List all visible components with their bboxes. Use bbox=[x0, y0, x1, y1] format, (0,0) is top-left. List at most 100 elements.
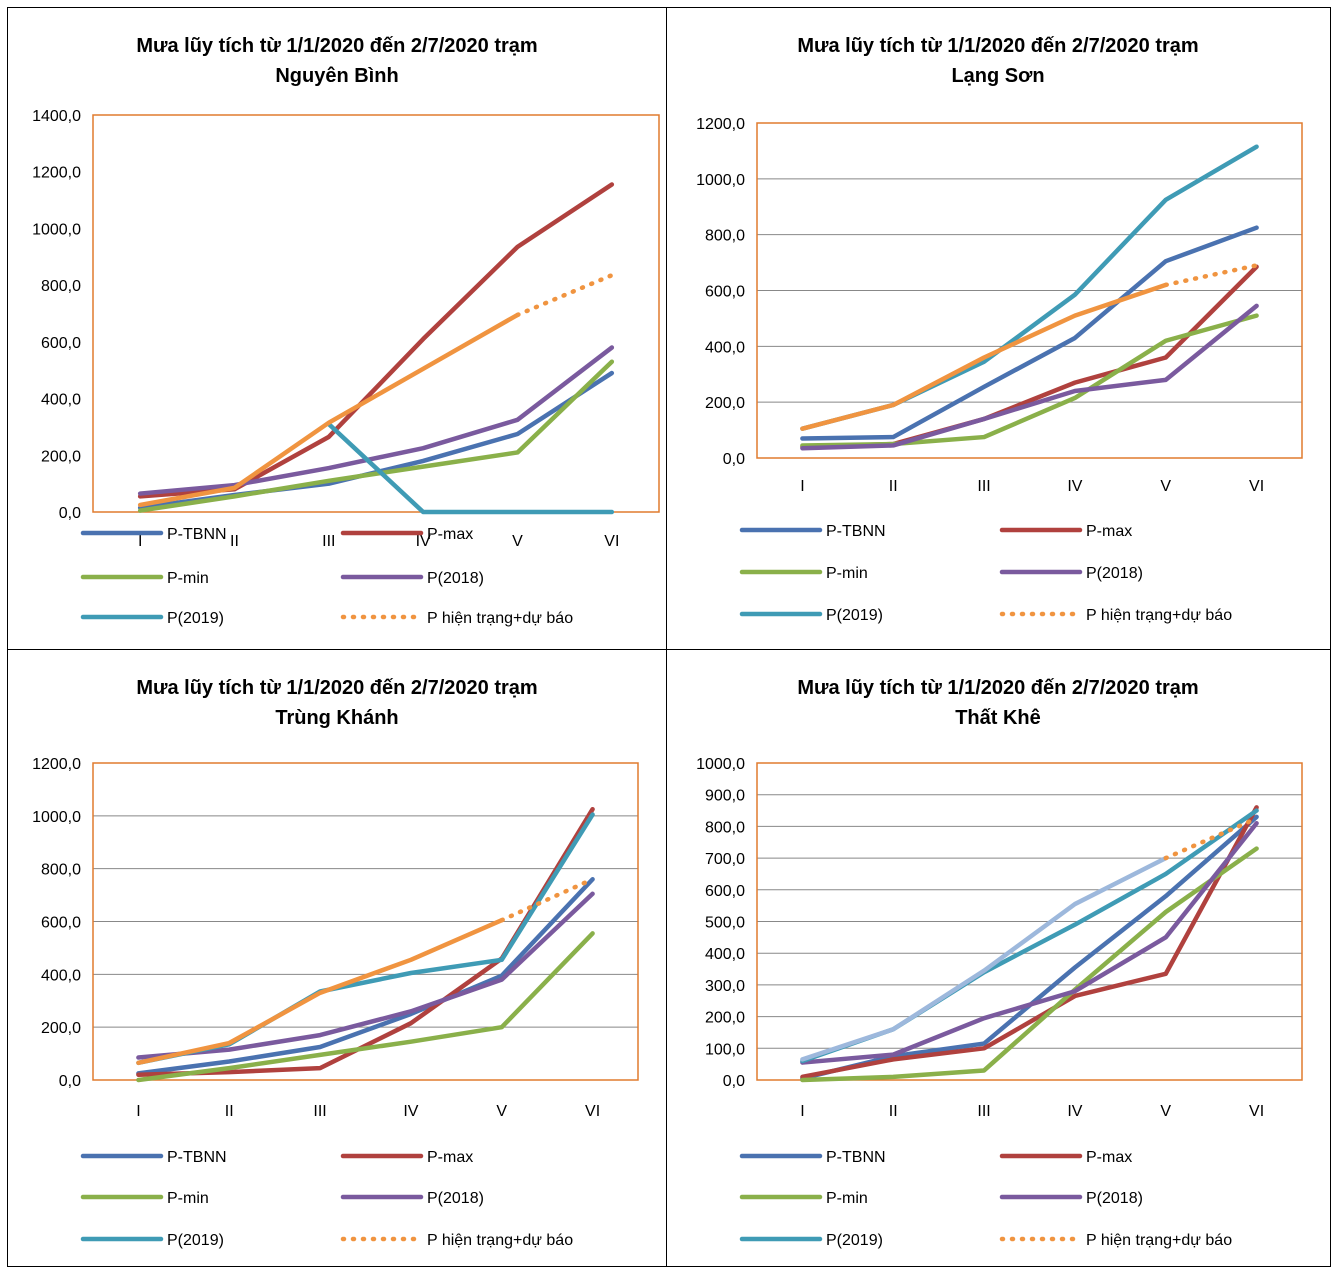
legend-label: P-TBNN bbox=[826, 1149, 886, 1166]
series-line-p-hi-n-tr-ng-d-b-o bbox=[136, 917, 504, 1066]
chart-title: Mưa lũy tích từ 1/1/2020 đến 2/7/2020 tr… bbox=[136, 35, 537, 57]
y-tick-label: 1200,0 bbox=[32, 756, 81, 773]
chart-svg: Mưa lũy tích từ 1/1/2020 đến 2/7/2020 tr… bbox=[696, 35, 1303, 624]
series-line-p-min bbox=[136, 931, 595, 1083]
y-tick-label: 200,0 bbox=[705, 1010, 745, 1027]
chart-title: Mưa lũy tích từ 1/1/2020 đến 2/7/2020 tr… bbox=[797, 677, 1198, 699]
y-tick-label: 0,0 bbox=[59, 505, 81, 522]
chart-subtitle: Thất Khê bbox=[955, 707, 1041, 729]
series-line-p-2018 bbox=[800, 303, 1259, 451]
chart-title: Mưa lũy tích từ 1/1/2020 đến 2/7/2020 tr… bbox=[136, 677, 537, 699]
series-line-p-max bbox=[137, 182, 615, 499]
legend-label: P(2019) bbox=[167, 1232, 224, 1249]
series-line-p-2019 bbox=[136, 812, 595, 1066]
series-forecast-p-hi-n-tr-ng-d-b-o bbox=[1163, 816, 1259, 861]
legend-label: P hiện trạng+dự báo bbox=[1086, 607, 1232, 624]
legend-label: P(2018) bbox=[1086, 1190, 1143, 1207]
series-line-p-hi-n-tr-ng-d-b-o bbox=[137, 312, 520, 508]
x-tick-label: III bbox=[322, 533, 335, 550]
x-tick-label: II bbox=[225, 1103, 234, 1120]
y-tick-label: 600,0 bbox=[41, 915, 81, 932]
x-tick-label: II bbox=[889, 1103, 898, 1120]
y-tick-label: 0,0 bbox=[723, 1073, 745, 1090]
x-tick-label: II bbox=[889, 478, 898, 495]
y-tick-label: 1200,0 bbox=[696, 116, 745, 133]
series-line-p-min bbox=[800, 846, 1259, 1083]
x-tick-label: V bbox=[512, 533, 523, 550]
y-tick-label: 1000,0 bbox=[696, 172, 745, 189]
y-tick-label: 900,0 bbox=[705, 788, 745, 805]
y-tick-label: 200,0 bbox=[705, 395, 745, 412]
x-tick-label: V bbox=[1160, 478, 1171, 495]
series-line-p-hi-n-tr-ng-d-b-o bbox=[800, 282, 1168, 431]
y-tick-label: 1000,0 bbox=[32, 809, 81, 826]
y-tick-label: 400,0 bbox=[41, 967, 81, 984]
legend-label: P-max bbox=[1086, 1149, 1132, 1166]
y-tick-label: 800,0 bbox=[41, 278, 81, 295]
x-tick-label: VI bbox=[1249, 1103, 1264, 1120]
legend-label: P(2018) bbox=[1086, 565, 1143, 582]
x-tick-label: VI bbox=[1249, 478, 1264, 495]
x-tick-label: I bbox=[800, 478, 804, 495]
chart-subtitle: Lạng Sơn bbox=[951, 65, 1044, 87]
x-tick-label: V bbox=[496, 1103, 507, 1120]
x-tick-label: I bbox=[136, 1103, 140, 1120]
y-tick-label: 300,0 bbox=[705, 978, 745, 995]
chart-panel-lang-son: Mưa lũy tích từ 1/1/2020 đến 2/7/2020 tr… bbox=[666, 7, 1331, 651]
series-line-p-min bbox=[137, 359, 615, 513]
legend-label: P(2018) bbox=[427, 1190, 484, 1207]
y-tick-label: 200,0 bbox=[41, 448, 81, 465]
legend-label: P(2019) bbox=[167, 610, 224, 627]
chart-svg: Mưa lũy tích từ 1/1/2020 đến 2/7/2020 tr… bbox=[32, 677, 639, 1249]
chart-panel-trung-khanh: Mưa lũy tích từ 1/1/2020 đến 2/7/2020 tr… bbox=[7, 649, 668, 1267]
y-tick-label: 1200,0 bbox=[32, 165, 81, 182]
series-line-p-2018 bbox=[800, 820, 1259, 1065]
plot-area bbox=[756, 762, 1303, 1081]
legend-label: P(2018) bbox=[427, 570, 484, 587]
y-tick-label: 400,0 bbox=[705, 946, 745, 963]
series-forecast-p-hi-n-tr-ng-d-b-o bbox=[499, 876, 595, 923]
y-tick-label: 800,0 bbox=[41, 862, 81, 879]
y-tick-label: 600,0 bbox=[705, 284, 745, 301]
x-tick-label: IV bbox=[403, 1103, 418, 1120]
y-tick-label: 600,0 bbox=[41, 335, 81, 352]
legend-label: P-max bbox=[1086, 523, 1132, 540]
y-tick-label: 1000,0 bbox=[696, 756, 745, 773]
series-line-p-tbnn bbox=[800, 225, 1259, 441]
series-line-p-2018 bbox=[137, 345, 615, 496]
x-tick-label: IV bbox=[1067, 1103, 1082, 1120]
x-tick-label: VI bbox=[585, 1103, 600, 1120]
y-tick-label: 400,0 bbox=[41, 392, 81, 409]
legend-label: P-min bbox=[167, 570, 209, 587]
plot-area bbox=[92, 114, 660, 513]
legend-label: P-TBNN bbox=[826, 523, 886, 540]
y-tick-label: 100,0 bbox=[705, 1041, 745, 1058]
legend-label: P-min bbox=[826, 565, 868, 582]
x-tick-label: I bbox=[138, 533, 142, 550]
y-tick-label: 700,0 bbox=[705, 851, 745, 868]
x-tick-label: III bbox=[977, 478, 990, 495]
legend-label: P hiện trạng+dự báo bbox=[427, 1232, 573, 1249]
x-tick-label: II bbox=[230, 533, 239, 550]
legend-label: P-TBNN bbox=[167, 1149, 227, 1166]
chart-svg: Mưa lũy tích từ 1/1/2020 đến 2/7/2020 tr… bbox=[696, 677, 1303, 1249]
legend-label: P-min bbox=[826, 1190, 868, 1207]
plot-area bbox=[756, 122, 1303, 459]
chart-svg: Mưa lũy tích từ 1/1/2020 đến 2/7/2020 tr… bbox=[32, 35, 660, 627]
legend-label: P(2019) bbox=[826, 1232, 883, 1249]
series-line-p-2018 bbox=[136, 891, 595, 1060]
legend-label: P-min bbox=[167, 1190, 209, 1207]
x-tick-label: I bbox=[800, 1103, 804, 1120]
chart-panel-nguyen-binh: Mưa lũy tích từ 1/1/2020 đến 2/7/2020 tr… bbox=[7, 7, 668, 651]
x-tick-label: V bbox=[1160, 1103, 1171, 1120]
x-tick-label: IV bbox=[1067, 478, 1082, 495]
series-forecast-p-hi-n-tr-ng-d-b-o bbox=[515, 272, 615, 318]
y-tick-label: 200,0 bbox=[41, 1020, 81, 1037]
y-tick-label: 0,0 bbox=[723, 451, 745, 468]
y-tick-label: 800,0 bbox=[705, 819, 745, 836]
legend-label: P-TBNN bbox=[167, 526, 227, 543]
y-tick-label: 600,0 bbox=[705, 883, 745, 900]
y-tick-label: 400,0 bbox=[705, 339, 745, 356]
legend-label: P hiện trạng+dự báo bbox=[1086, 1232, 1232, 1249]
series-line-p-2019 bbox=[800, 144, 1259, 431]
